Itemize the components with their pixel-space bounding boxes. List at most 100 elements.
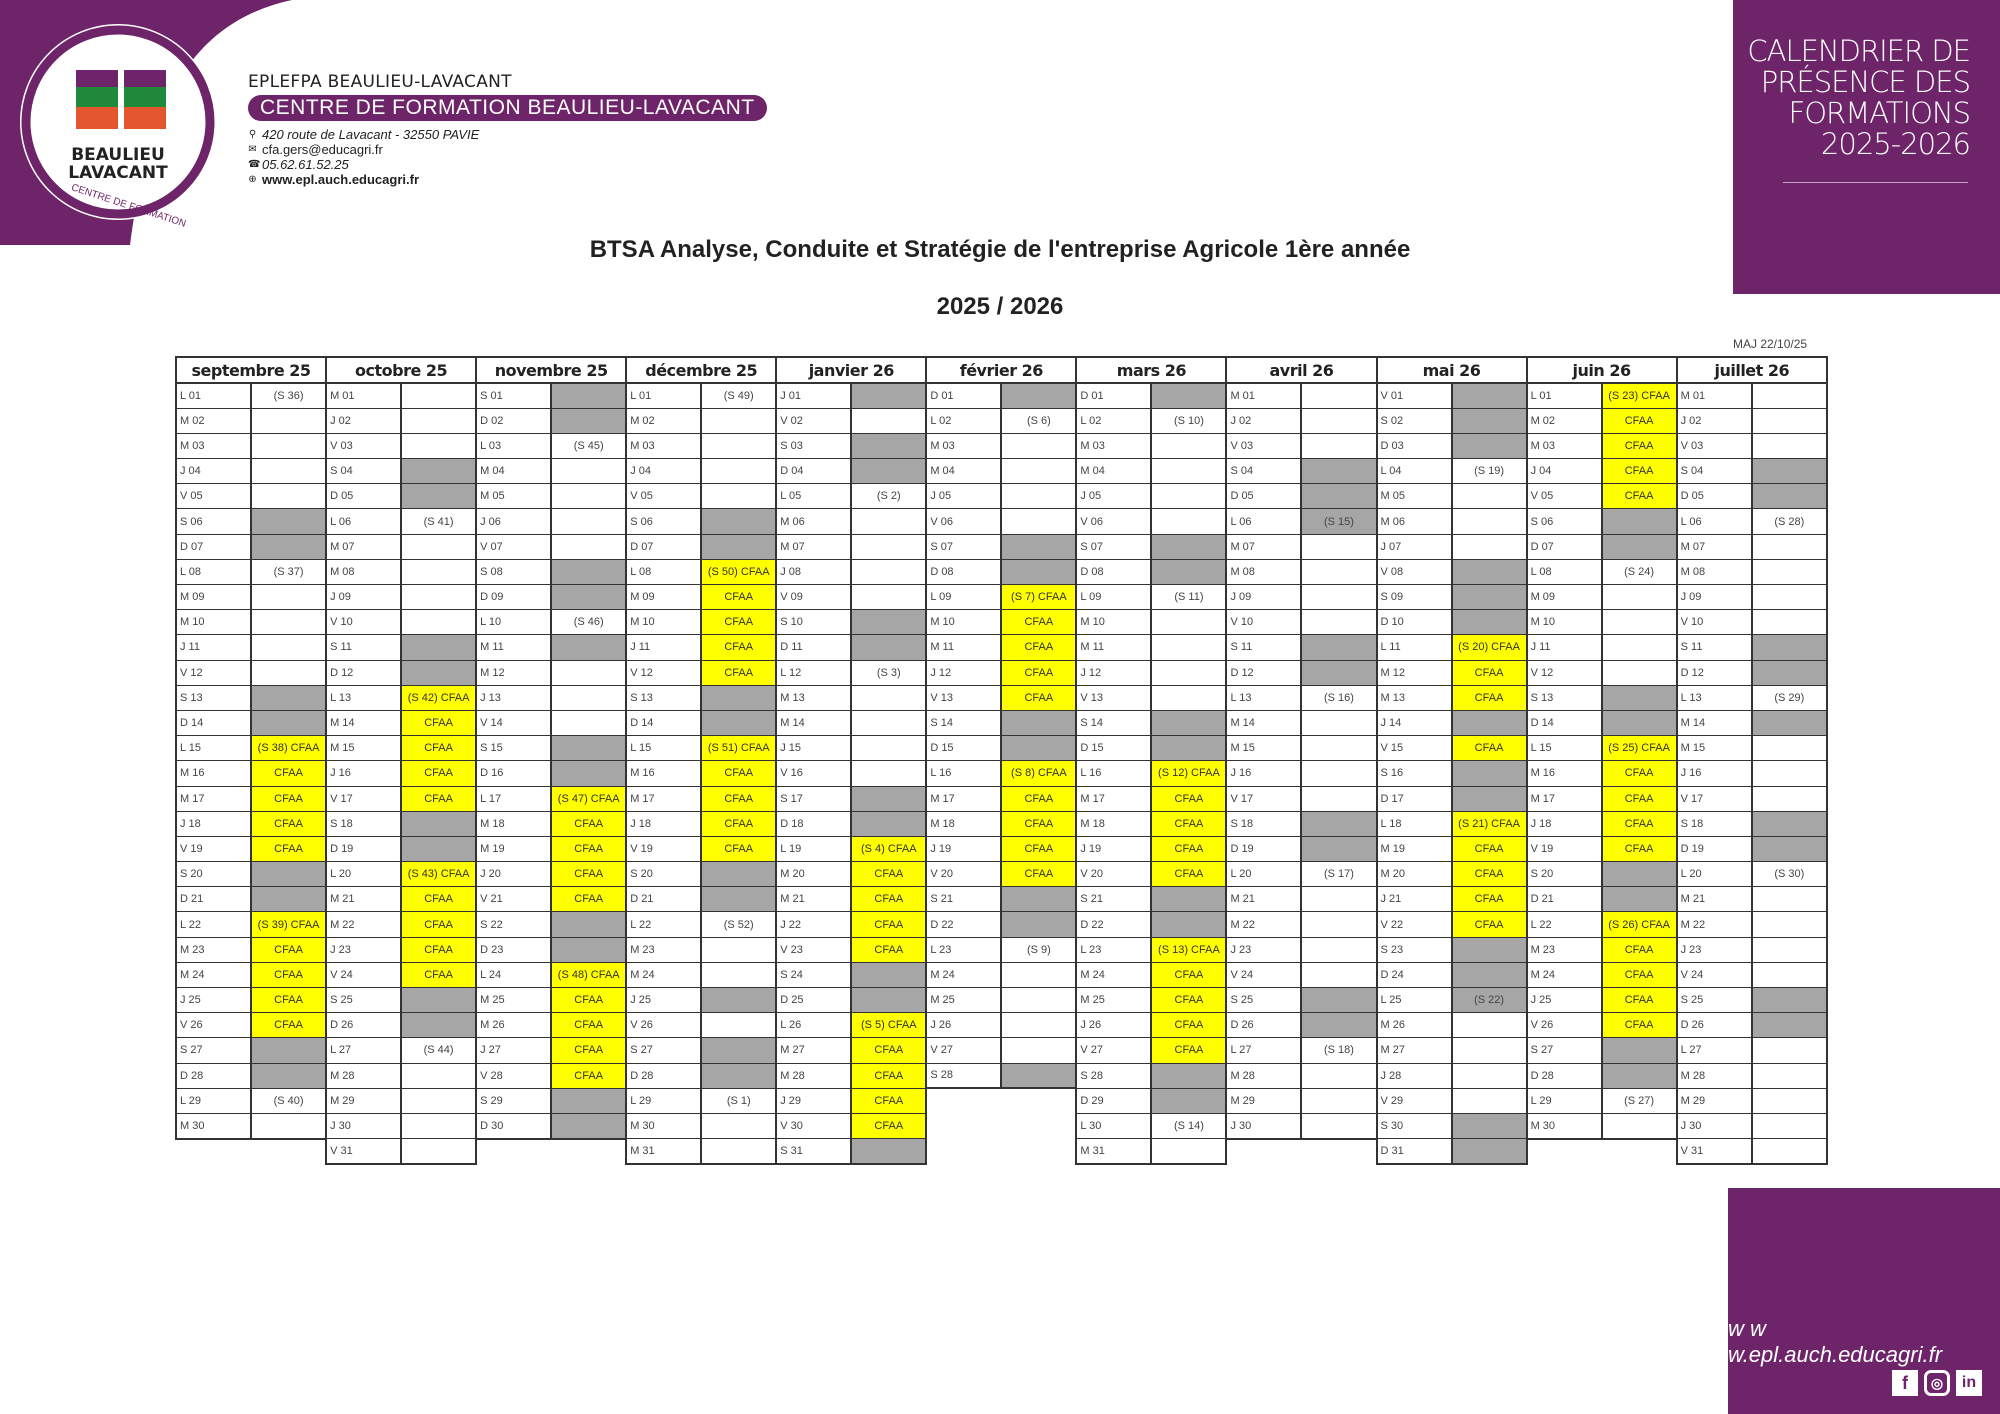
day-label: M 11 [475,634,552,661]
footer-website-link[interactable]: w w w.epl.auch.educagri.fr [1728,1316,1943,1367]
day-label: D 28 [1525,1062,1603,1089]
day-label: V 10 [1225,609,1302,636]
day-label: S 13 [174,684,252,711]
day-label: D 16 [475,760,552,787]
day-label: V 07 [475,533,552,560]
day-cell [1000,483,1078,510]
day-cell [700,1138,778,1165]
off-day-cell [550,1112,628,1140]
website-link[interactable]: www.epl.auch.educagri.fr [262,172,419,187]
day-label: V 24 [1675,961,1753,989]
day-cell: (S 14) [1150,1112,1228,1140]
day-label: L 06 [1225,508,1302,535]
cfaa-day-cell: CFAA [1600,835,1678,863]
day-label: M 20 [1375,861,1453,888]
day-label: D 09 [475,583,552,611]
linkedin-icon[interactable]: in [1956,1370,1982,1396]
cfaa-day-cell: CFAA [400,886,478,913]
calendar-row: J 25 CFAA S 25 M 25 CFAA J 25 D 25 M 25 M 25 CFAA… [174,986,1829,1014]
day-label: M 22 [1225,911,1302,938]
day-cell [850,760,928,787]
day-label: S 21 [925,886,1002,913]
off-day-cell [850,785,928,812]
day-label: D 26 [1675,1012,1753,1039]
calendar-row: S 20 L 20 (S 43) CFAA J 20 CFAA S 20 M 20 CFAA V… [174,861,1829,888]
day-label: V 31 [325,1138,402,1165]
off-day-cell [850,1138,928,1165]
day-label: M 27 [775,1037,852,1064]
off-day-cell [400,1012,478,1039]
off-day-cell [550,583,628,611]
day-label: S 29 [475,1087,552,1114]
cfaa-day-cell: CFAA [400,709,478,737]
calendar-row: L 08 (S 37) M 08 S 08 L 08 (S 50) CFAA J 08 D 0… [174,558,1829,586]
off-day-cell [250,1062,328,1089]
day-label: L 29 [625,1087,702,1114]
day-label: S 28 [1075,1062,1152,1089]
day-cell [700,1012,778,1039]
day-label: J 29 [775,1087,852,1114]
calendar-row: M 02 J 02 D 02 M 02 V 02 L 02 (S 6) L 02 (S 10) J… [174,407,1829,434]
empty-cell [551,1137,627,1164]
cfaa-day-cell: CFAA [850,1062,928,1089]
day-label: M 30 [1525,1112,1603,1140]
day-label: M 09 [1525,583,1603,611]
off-day-cell [1300,986,1378,1014]
cfaa-day-cell: CFAA [700,634,778,661]
day-label: J 02 [1675,407,1753,434]
day-label: J 09 [325,583,402,611]
calendar-row: V 19 CFAA D 19 M 19 CFAA V 19 CFAA L 19 (S 4) CF… [174,835,1829,863]
banner-title: CALENDRIER DE PRÉSENCE DES FORMATIONS 2025-… [1747,34,1971,161]
day-label: M 07 [1225,533,1302,560]
day-label: J 05 [925,483,1002,510]
day-label: S 31 [775,1138,852,1165]
cfaa-day-cell: CFAA [400,961,478,989]
cfaa-day-cell: CFAA [250,961,328,989]
off-day-cell [1000,735,1078,762]
off-day-cell [1450,760,1528,787]
document-year: 2025 / 2026 [936,293,1064,320]
day-label: J 09 [1675,583,1753,611]
day-label: M 28 [325,1062,402,1089]
org-name: EPLEFPA BEAULIEU-LAVACANT [248,72,512,92]
off-day-cell [550,760,628,787]
off-day-cell [1750,986,1829,1014]
day-label: M 21 [325,886,402,913]
day-label: M 23 [174,936,252,963]
day-label: S 16 [1375,760,1453,787]
day-cell [1750,936,1829,963]
off-day-cell [1450,558,1528,586]
day-cell [1750,1062,1829,1089]
empty-cell [476,1137,552,1164]
day-label: M 03 [925,432,1002,460]
svg-text:BEAULIEU: BEAULIEU [71,145,165,165]
off-day-cell [700,986,778,1014]
cfaa-day-cell: CFAA [1600,810,1678,837]
cfaa-day-cell: CFAA [550,1062,628,1089]
cfaa-day-cell: CFAA [400,760,478,787]
day-cell: (S 11) [1150,583,1228,611]
cfaa-day-cell: (S 5) CFAA [850,1012,928,1039]
off-day-cell [850,986,928,1014]
email[interactable]: cfa.gers@educagri.fr [262,142,383,157]
cfaa-day-cell: CFAA [1000,659,1078,686]
instagram-icon[interactable]: ◎ [1924,1370,1950,1396]
day-label: S 11 [1225,634,1302,661]
day-cell [1750,1037,1829,1064]
off-day-cell [550,558,628,586]
day-label: V 24 [325,961,402,989]
facebook-icon[interactable]: f [1892,1370,1918,1396]
day-label: M 14 [1675,709,1753,737]
empty-cell [1601,1137,1677,1164]
day-cell [1750,1112,1829,1140]
day-cell [1750,1087,1829,1114]
day-cell [1000,1012,1078,1039]
day-cell: (S 29) [1750,684,1829,711]
cfaa-day-cell: CFAA [850,886,928,913]
day-label: V 27 [925,1037,1002,1064]
day-label: V 19 [625,835,702,863]
day-label: S 27 [174,1037,252,1064]
day-cell: (S 49) [700,382,778,409]
month-header: mars 26 [1075,356,1228,384]
day-label: M 09 [625,583,702,611]
